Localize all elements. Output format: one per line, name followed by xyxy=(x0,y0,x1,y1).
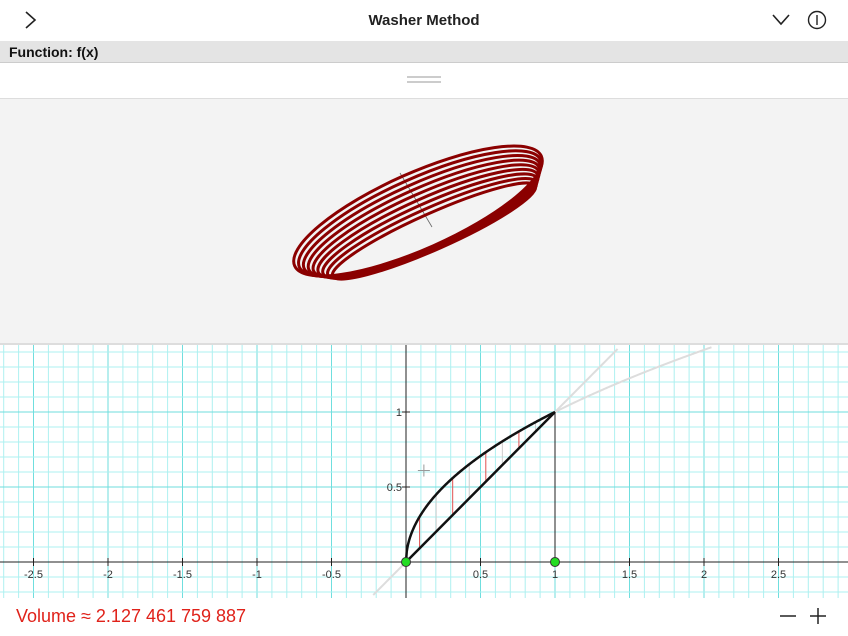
x-tick-label: -2.5 xyxy=(24,569,43,581)
graph-view[interactable]: -2.5 -2 -1.5 -1 -0.5 0.5 1 1.5 2 2.5 0.5 1 xyxy=(0,345,848,598)
x-tick-label: 2 xyxy=(701,569,707,581)
info-button[interactable] xyxy=(807,10,827,30)
sqrt-curve xyxy=(404,410,556,563)
x-tick-label: -2 xyxy=(103,569,113,581)
volume-text: Volume ≈ 2.127 461 759 887 xyxy=(16,606,247,626)
back-button[interactable] xyxy=(25,11,37,29)
x-tick-label: 1.5 xyxy=(622,569,637,581)
x-tick-label: 0.5 xyxy=(473,569,488,581)
point[interactable] xyxy=(401,557,411,567)
washer-ring xyxy=(330,181,538,281)
x-tick-label: -0.5 xyxy=(322,569,341,581)
point[interactable] xyxy=(550,557,560,567)
line-curve xyxy=(405,411,556,563)
x-tick-label: 2.5 xyxy=(771,569,786,581)
y-tick-label: 1 xyxy=(396,407,402,419)
washer-ring xyxy=(297,149,543,278)
x-tick-label: 1 xyxy=(552,569,558,581)
crosshair xyxy=(417,464,430,477)
zoom-buttons xyxy=(780,608,826,624)
function-label: Function: f(x) xyxy=(9,44,99,60)
title: Washer Method xyxy=(368,12,480,29)
footer: Volume ≈ 2.127 461 759 887 xyxy=(0,598,848,636)
drag-handle[interactable] xyxy=(0,63,848,99)
handle-icon xyxy=(407,76,441,83)
toolbar-icons xyxy=(25,10,827,30)
top-bar: Washer Method xyxy=(0,0,848,42)
y-tick-label: 0.5 xyxy=(387,482,402,494)
collapse-button[interactable] xyxy=(772,14,790,26)
algebra-row[interactable]: Function: f(x) xyxy=(0,41,848,63)
view-3d[interactable] xyxy=(0,99,848,345)
sqrt-extension xyxy=(554,346,712,413)
x-tick-label: -1 xyxy=(252,569,262,581)
x-tick-label: -1.5 xyxy=(173,569,192,581)
solid-3d xyxy=(292,144,544,281)
